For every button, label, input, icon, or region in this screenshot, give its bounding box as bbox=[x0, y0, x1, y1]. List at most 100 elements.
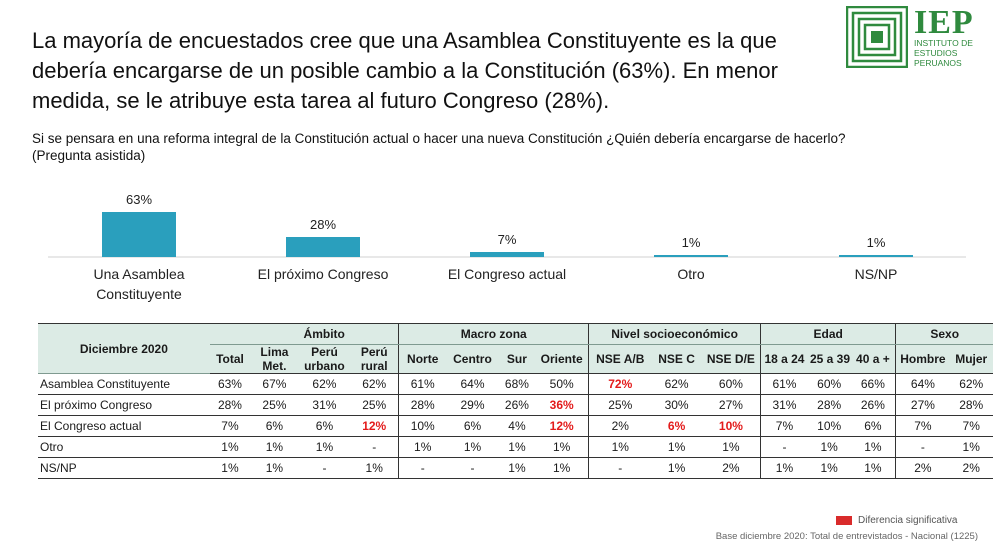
table-cell: 62% bbox=[298, 373, 351, 395]
page-title: La mayoría de encuestados cree que una A… bbox=[32, 28, 778, 113]
table-row: El Congreso actual 7% 6% 6% 12% 10% 6% 4% 12% 2% 6… bbox=[38, 415, 993, 437]
table-cell: 6% bbox=[446, 415, 499, 437]
data-label: 7% bbox=[498, 232, 517, 247]
row-label: El Congreso actual bbox=[38, 415, 210, 437]
table-cell: 61% bbox=[398, 373, 447, 395]
table-cell: 7% bbox=[209, 415, 251, 437]
table-row: El próximo Congreso 28% 25% 31% 25% 28% 29% 26%… bbox=[38, 394, 993, 416]
table-cell: 10% bbox=[398, 415, 447, 437]
col-centro: Centro bbox=[446, 344, 499, 374]
table-cell: 7% bbox=[949, 415, 993, 437]
table-cell: 1% bbox=[850, 457, 896, 479]
category-label: Constituyente bbox=[96, 286, 182, 302]
table-cell: 4% bbox=[498, 415, 536, 437]
table-cell: 1% bbox=[209, 436, 251, 458]
table-cell: 60% bbox=[701, 373, 761, 395]
table-cell: - bbox=[759, 436, 808, 458]
data-label: 1% bbox=[867, 235, 886, 250]
table-cell: 1% bbox=[446, 436, 499, 458]
bar-chart: 63% Una Asamblea Constituyente 28% El próxim… bbox=[48, 192, 966, 302]
table-cell: 10% bbox=[807, 415, 851, 437]
data-label: 28% bbox=[310, 217, 336, 232]
table-cell: 1% bbox=[850, 436, 896, 458]
data-label: 63% bbox=[126, 192, 152, 207]
col-sur: Sur bbox=[498, 344, 536, 374]
col-nse-ab: NSE A/B bbox=[588, 344, 652, 374]
table-cell: 63% bbox=[209, 373, 251, 395]
table-cell: 27% bbox=[701, 394, 761, 416]
col-mujer: Mujer bbox=[949, 344, 993, 374]
survey-question: Si se pensara en una reforma integral de… bbox=[32, 130, 982, 164]
row-label: El próximo Congreso bbox=[38, 394, 210, 416]
table-cell: 1% bbox=[498, 436, 536, 458]
table-cell: - bbox=[446, 457, 499, 479]
table-cell: 30% bbox=[651, 394, 702, 416]
table-cell: 1% bbox=[807, 436, 851, 458]
table-cell: - bbox=[588, 457, 652, 479]
table-cell: 1% bbox=[350, 457, 399, 479]
bar bbox=[286, 237, 360, 257]
category-label: El Congreso actual bbox=[448, 266, 566, 282]
group-ambito: Ámbito bbox=[250, 323, 399, 345]
iep-logo: IEP INSTITUTO DE ESTUDIOS PERUANOS bbox=[846, 6, 978, 70]
bar bbox=[102, 212, 176, 257]
table-cell: 60% bbox=[807, 373, 851, 395]
table-row: NS/NP 1% 1% -1% - -1% 1% -1% 2% 1% 1% 1% 2% 2% bbox=[38, 457, 993, 479]
significance-swatch bbox=[836, 515, 852, 525]
iep-logo-icon bbox=[846, 6, 908, 68]
row-label: Otro bbox=[38, 436, 210, 458]
table-cell: 1% bbox=[535, 457, 589, 479]
col-25-39: 25 a 39 bbox=[807, 344, 851, 374]
col-peru-urbano: Perú urbano bbox=[298, 344, 351, 374]
table-row: Otro 1% 1% 1% -1% 1% 1% 1% 1% 1% 1% -1% 1% -1% bbox=[38, 436, 993, 458]
table-cell: 1% bbox=[209, 457, 251, 479]
group-macro-zona: Macro zona bbox=[398, 323, 589, 345]
table-cell: 1% bbox=[807, 457, 851, 479]
table-cell: 50% bbox=[535, 373, 589, 395]
table-cell: 1% bbox=[651, 436, 702, 458]
bar bbox=[839, 255, 913, 257]
table-cell: 1% bbox=[651, 457, 702, 479]
table-cell: 28% bbox=[209, 394, 251, 416]
table-cell: 2% bbox=[949, 457, 993, 479]
table-row: Asamblea Constituyente 63% 67% 62% 62% 61% 64%… bbox=[38, 373, 993, 395]
col-peru-rural: Perú rural bbox=[350, 344, 399, 374]
table-cell: 12% bbox=[535, 415, 589, 437]
category-label: Otro bbox=[677, 266, 704, 282]
logo-subtitle: INSTITUTO DE ESTUDIOS PERUANOS bbox=[914, 38, 973, 68]
table-cell: 64% bbox=[895, 373, 950, 395]
table-cell: 66% bbox=[850, 373, 896, 395]
col-lima-met: Lima Met. bbox=[250, 344, 299, 374]
table-cell: 67% bbox=[250, 373, 299, 395]
table-cell: 31% bbox=[298, 394, 351, 416]
table-cell: 1% bbox=[701, 436, 761, 458]
col-hombre: Hombre bbox=[895, 344, 950, 374]
table-cell: 62% bbox=[651, 373, 702, 395]
question-note: (Pregunta asistida) bbox=[32, 148, 146, 163]
table-cell: 2% bbox=[701, 457, 761, 479]
table-cell: 1% bbox=[949, 436, 993, 458]
table-cell: 1% bbox=[498, 457, 536, 479]
table-cell: 6% bbox=[651, 415, 702, 437]
table-cell: 1% bbox=[250, 436, 299, 458]
table-cell: 26% bbox=[850, 394, 896, 416]
col-nse-c: NSE C bbox=[651, 344, 702, 374]
table-cell: - bbox=[298, 457, 351, 479]
table-cell: 26% bbox=[498, 394, 536, 416]
table-cell: - bbox=[398, 457, 447, 479]
legend-label: Diferencia significativa bbox=[858, 515, 958, 526]
table-cell: 72% bbox=[588, 373, 652, 395]
group-edad: Edad bbox=[759, 323, 896, 345]
table-cell: 10% bbox=[701, 415, 761, 437]
table-cell: 1% bbox=[250, 457, 299, 479]
table-cell: 28% bbox=[398, 394, 447, 416]
category-label: NS/NP bbox=[855, 266, 898, 282]
question-text: Si se pensara en una reforma integral de… bbox=[32, 131, 846, 146]
table-cell: 1% bbox=[398, 436, 447, 458]
table-cell: - bbox=[895, 436, 950, 458]
table-cell: 28% bbox=[807, 394, 851, 416]
table-cell: 29% bbox=[446, 394, 499, 416]
table-cell: 7% bbox=[759, 415, 808, 437]
col-40-plus: 40 a + bbox=[850, 344, 896, 374]
table-cell: - bbox=[350, 436, 399, 458]
